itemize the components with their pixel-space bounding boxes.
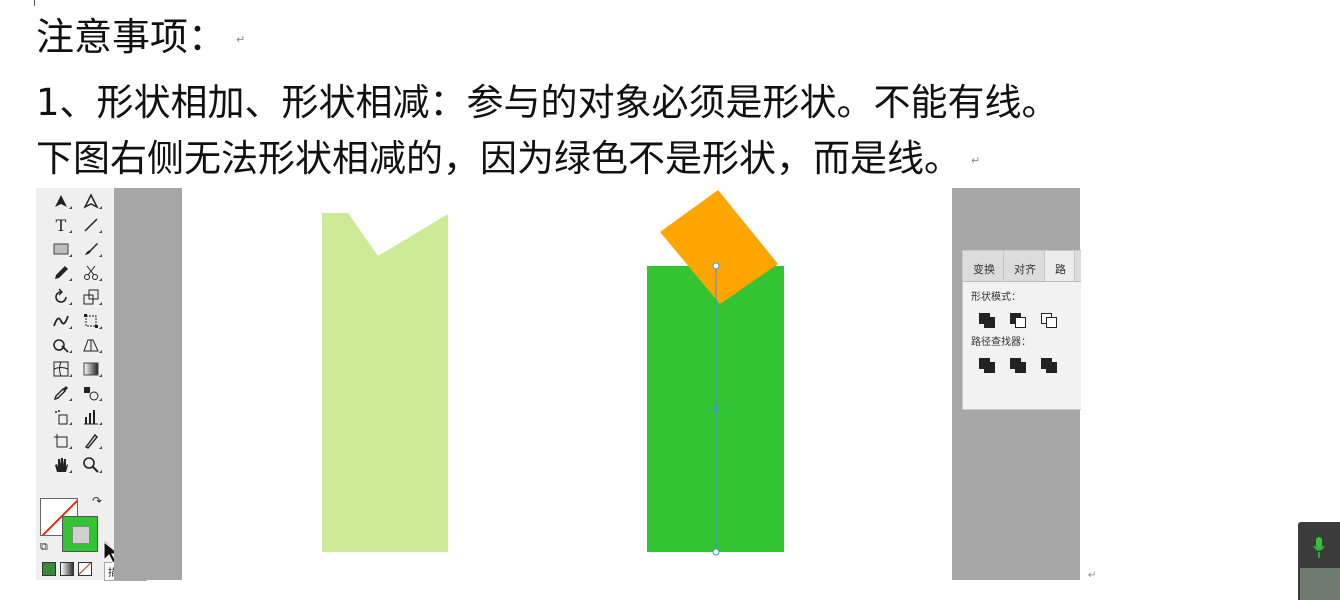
tab-transform[interactable]: 变换 bbox=[963, 251, 1004, 281]
rectangle-tool-icon[interactable] bbox=[46, 238, 76, 260]
camera-thumbnail bbox=[1300, 568, 1340, 600]
microphone-icon[interactable] bbox=[1312, 536, 1326, 560]
gradient-tool-icon[interactable] bbox=[76, 358, 106, 380]
color-mode-row bbox=[42, 562, 92, 576]
paragraph-mark: ↵ bbox=[1088, 570, 1097, 581]
tab-pathfinder[interactable]: 路 bbox=[1045, 251, 1075, 281]
shape-modes-row bbox=[979, 313, 1081, 328]
pencil-tool-icon[interactable] bbox=[46, 262, 76, 284]
rotate-tool-icon[interactable] bbox=[46, 286, 76, 308]
divide-button[interactable] bbox=[979, 358, 995, 373]
merge-button[interactable] bbox=[1041, 358, 1057, 373]
paragraph-mark: ↵ bbox=[971, 154, 981, 167]
blend-tool-icon[interactable] bbox=[76, 382, 106, 404]
swap-fill-stroke-icon[interactable]: ↷ bbox=[92, 494, 103, 508]
tool-row bbox=[46, 262, 110, 286]
mesh-tool-icon[interactable] bbox=[46, 358, 76, 380]
warp-tool-icon[interactable] bbox=[46, 310, 76, 332]
recording-widget[interactable] bbox=[1298, 522, 1340, 600]
tool-row bbox=[46, 358, 110, 382]
default-colors-icon[interactable]: ⧉ bbox=[40, 540, 48, 553]
perspective-grid-icon[interactable] bbox=[76, 334, 106, 356]
artboard-tool-icon[interactable] bbox=[46, 430, 76, 452]
scissors-tool-icon[interactable] bbox=[76, 262, 106, 284]
anchor-point[interactable] bbox=[712, 262, 720, 270]
panel-tab-bar: 变换 对齐 路 bbox=[963, 251, 1081, 282]
doc-heading-text: 注意事项： bbox=[36, 15, 227, 59]
doc-explain-text: 下图右侧无法形状相减的，因为绿色不是形状，而是线。 bbox=[36, 137, 961, 180]
orange-square[interactable] bbox=[660, 190, 778, 304]
tool-row bbox=[46, 430, 110, 454]
illustration-canvas bbox=[322, 190, 784, 556]
eyedropper-tool-icon[interactable] bbox=[46, 382, 76, 404]
hand-tool-icon[interactable] bbox=[46, 454, 76, 476]
graph-tool-icon[interactable] bbox=[76, 406, 106, 428]
tool-row bbox=[46, 238, 110, 262]
tool-row bbox=[46, 334, 110, 358]
doc-heading: 注意事项： ↵ bbox=[36, 18, 245, 56]
tool-row bbox=[46, 310, 110, 334]
shape-modes-label: 形状模式： bbox=[971, 292, 1021, 303]
pathfinder-row bbox=[979, 358, 1081, 373]
text-cursor bbox=[34, 0, 35, 6]
tool-row: T bbox=[46, 214, 110, 238]
fill-stroke-area: ↷ ⧉ bbox=[36, 488, 114, 580]
tool-row bbox=[46, 286, 110, 310]
type-tool-icon[interactable]: T bbox=[46, 214, 76, 236]
shape-builder-icon[interactable] bbox=[46, 334, 76, 356]
subtracted-shape[interactable] bbox=[322, 213, 448, 552]
tool-row bbox=[46, 382, 110, 406]
canvas-gutter bbox=[114, 188, 182, 580]
slice-tool-icon[interactable] bbox=[76, 430, 106, 452]
paragraph-mark: ↵ bbox=[236, 33, 246, 46]
anchor-point[interactable] bbox=[712, 548, 720, 556]
line-tool-icon[interactable] bbox=[76, 214, 106, 236]
trim-button[interactable] bbox=[1010, 358, 1026, 373]
none-mode-button[interactable] bbox=[78, 562, 92, 576]
symbol-sprayer-icon[interactable] bbox=[46, 406, 76, 428]
pathfinder-panel: 变换 对齐 路 形状模式： 路径查找器： bbox=[962, 250, 1081, 410]
scale-tool-icon[interactable] bbox=[76, 286, 106, 308]
color-mode-button[interactable] bbox=[42, 562, 56, 576]
tool-row bbox=[46, 190, 110, 214]
center-point bbox=[713, 406, 719, 412]
gradient-mode-button[interactable] bbox=[60, 562, 74, 576]
minus-front-button[interactable] bbox=[1010, 313, 1026, 328]
brush-tool-icon[interactable] bbox=[76, 238, 106, 260]
intersect-button[interactable] bbox=[1041, 313, 1057, 328]
unite-button[interactable] bbox=[979, 313, 995, 328]
free-transform-icon[interactable] bbox=[76, 310, 106, 332]
pen-tool-icon[interactable] bbox=[46, 190, 76, 212]
stroke-swatch[interactable] bbox=[62, 516, 98, 552]
tab-align[interactable]: 对齐 bbox=[1004, 251, 1045, 281]
doc-rule-line: 1、形状相加、形状相减：参与的对象必须是形状。不能有线。 bbox=[36, 81, 1059, 124]
zoom-tool-icon[interactable] bbox=[76, 454, 106, 476]
pen-add-icon[interactable] bbox=[76, 190, 106, 212]
tool-row bbox=[46, 454, 110, 478]
tool-row bbox=[46, 406, 110, 430]
tool-palette: T ↷ ⧉ bbox=[36, 188, 115, 580]
doc-explain-line: 下图右侧无法形状相减的，因为绿色不是形状，而是线。 ↵ bbox=[36, 140, 980, 177]
pathfinder-label: 路径查找器： bbox=[971, 337, 1031, 348]
